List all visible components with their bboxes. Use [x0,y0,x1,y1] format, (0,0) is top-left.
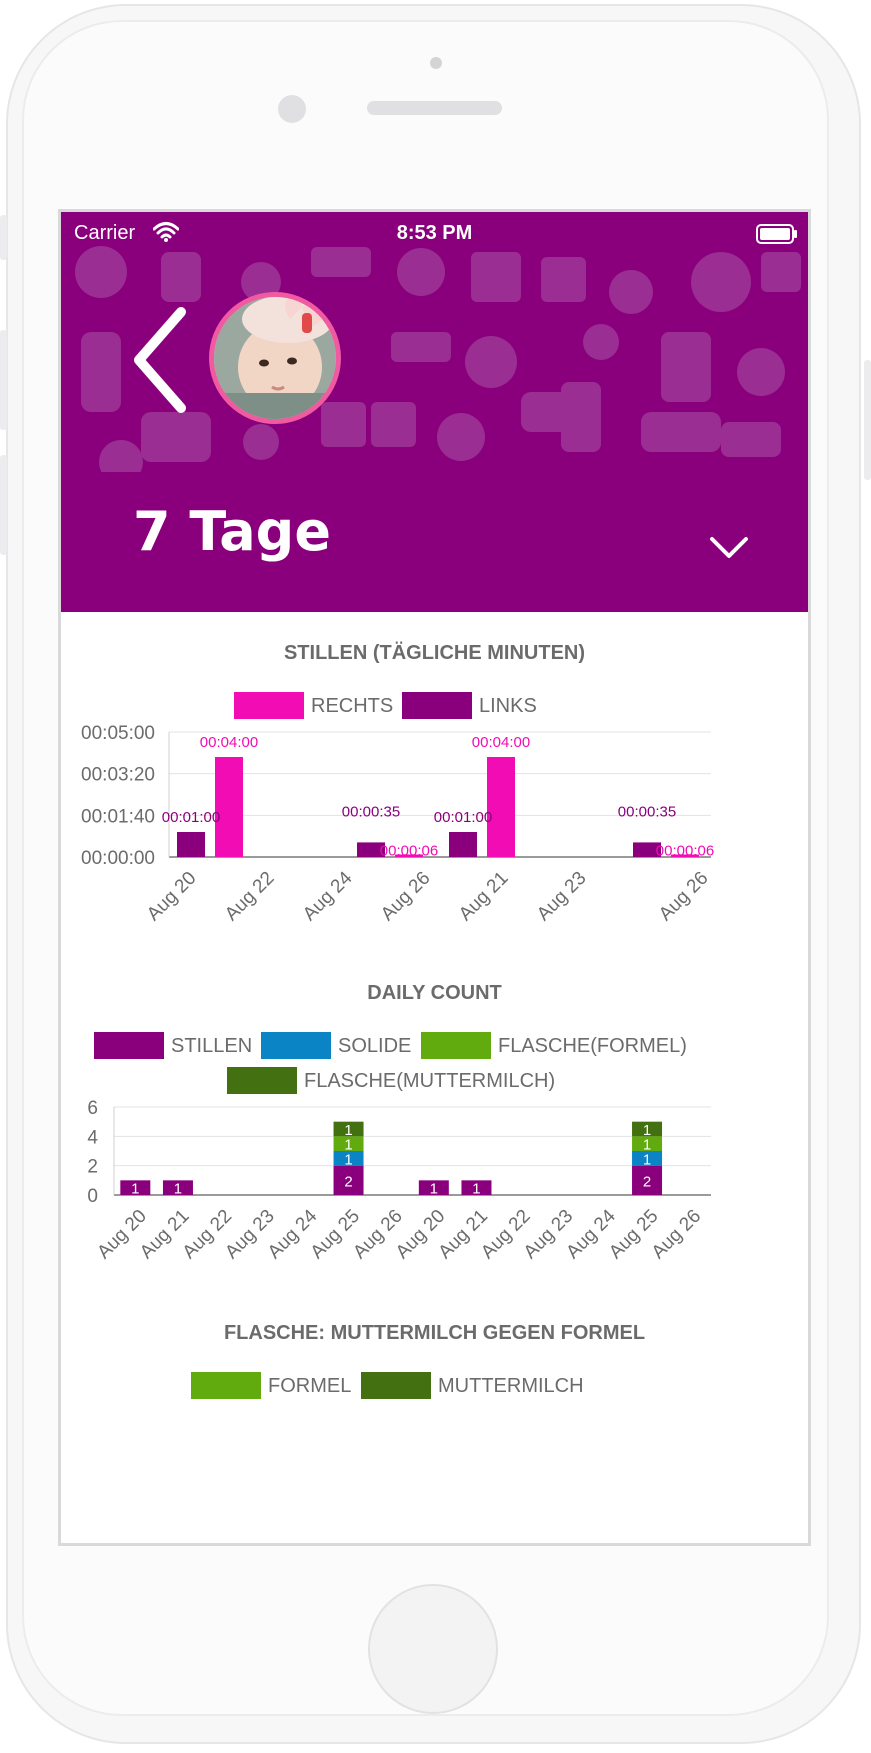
daily-count-chart-title: DAILY COUNT [367,982,502,1004]
wifi-icon [153,222,179,242]
data-label: 1 [344,1122,352,1139]
legend-label-stillen: STILLEN [171,1035,253,1057]
data-label: 00:00:35 [618,803,676,820]
x-tick-label: Aug 24 [299,867,357,925]
status-time: 8:53 PM [396,222,473,244]
power-button [864,360,871,480]
flasche-chart-title: FLASCHE: MUTTERMILCH GEGEN FORMEL [223,1322,646,1344]
data-label: 00:01:00 [434,809,492,826]
daily-count-bar [333,1165,364,1195]
daily-count-bar [632,1136,663,1151]
stillen-bar [215,757,243,857]
stillen-bar [357,842,385,857]
stillen-bar [449,832,477,857]
y-tick-label: 6 [87,1098,98,1119]
data-label: 1 [174,1181,182,1198]
legend-swatch-links [402,692,472,719]
range-title[interactable]: 7 Tage [133,500,331,563]
legend-label-links: LINKS [479,695,537,717]
daily-count-bar [120,1180,151,1195]
data-label: 00:00:35 [342,803,400,820]
daily-count-bar [418,1180,449,1195]
daily-count-bar [333,1136,364,1151]
avatar-image [214,297,336,419]
data-label: 1 [472,1181,480,1198]
data-label: 00:00:06 [380,843,438,860]
data-label: 1 [430,1181,438,1198]
x-tick-label: Aug 20 [143,868,200,925]
baby-avatar[interactable] [209,292,341,424]
carrier-label: Carrier [74,222,136,244]
home-button[interactable] [368,1584,498,1714]
data-label: 00:04:00 [200,734,258,751]
daily-count-bar [333,1121,364,1137]
status-bar: Carrier 8:53 PM [61,212,808,252]
data-label: 00:01:00 [162,809,220,826]
data-label: 00:04:00 [472,734,530,751]
legend-swatch-solide [261,1032,331,1059]
y-tick-label: 00:03:20 [81,765,155,786]
y-tick-label: 00:05:00 [81,723,155,744]
data-label: 1 [344,1151,352,1168]
data-label: 2 [344,1173,352,1190]
header: Carrier 8:53 PM [61,212,808,612]
legend-label-solide: SOLIDE [338,1035,412,1057]
stillen-bar [633,842,661,857]
legend-swatch-flasche-formel [421,1032,491,1059]
volume-down-button [0,455,7,555]
daily-count-bar [162,1180,193,1195]
back-chevron-icon[interactable] [129,304,191,416]
legend-label-muttermilch: MUTTERMILCH [438,1375,584,1397]
stillen-bar [671,854,699,857]
x-tick-label: Aug 22 [221,868,278,925]
y-tick-label: 00:01:40 [81,806,155,827]
daily-count-bar [333,1151,364,1166]
stillen-bar-chart: 00:00:00 00:01:40 00:03:20 00:05:00 00:01:00… [81,723,714,925]
legend-swatch-muttermilch [361,1372,431,1399]
y-tick-label: 2 [87,1157,98,1178]
x-tick-label: Aug 23 [533,868,590,925]
battery-icon [756,224,797,244]
data-label: 1 [131,1181,139,1198]
daily-count-bar [632,1151,663,1166]
x-tick-label: Aug 26 [655,868,712,925]
y-tick-label: 0 [87,1186,98,1207]
data-label: 1 [643,1151,651,1168]
data-label: 1 [344,1137,352,1154]
daily-count-bar [632,1121,663,1137]
app-screen: Carrier 8:53 PM [58,209,811,1546]
stillen-bar [177,832,205,857]
x-tick-label: Aug 26 [648,1206,705,1263]
data-label: 1 [643,1122,651,1139]
side-button [0,215,7,260]
speaker-grille [367,101,502,115]
daily-count-bar [461,1180,492,1195]
legend-label-formel: FORMEL [268,1375,352,1397]
stillen-bar [487,757,515,857]
y-tick-label: 4 [87,1127,98,1148]
legend-label-rechts: RECHTS [311,695,394,717]
camera-icon [430,57,442,69]
stillen-chart-title: STILLEN (TÄGLICHE MINUTEN) [283,642,586,664]
legend-label-flasche-formel: FLASCHE(FORMEL) [498,1035,687,1057]
legend-swatch-stillen [94,1032,164,1059]
chevron-down-icon[interactable] [709,535,749,561]
data-label: 2 [643,1173,651,1190]
legend-swatch-formel [191,1372,261,1399]
data-label: 1 [643,1137,651,1154]
stillen-bar [395,854,423,857]
legend-label-flasche-muttermilch: FLASCHE(MUTTERMILCH) [304,1070,556,1092]
baby-pattern-background [75,246,801,472]
daily-count-bar [632,1165,663,1195]
volume-up-button [0,330,7,430]
proximity-sensor [278,95,306,123]
x-tick-label: Aug 26 [377,868,434,925]
legend-swatch-flasche-muttermilch [227,1067,297,1094]
y-tick-label: 00:00:00 [81,848,155,869]
data-label: 00:00:06 [656,843,714,860]
x-tick-label: Aug 21 [455,868,512,925]
legend-swatch-rechts [234,692,304,719]
